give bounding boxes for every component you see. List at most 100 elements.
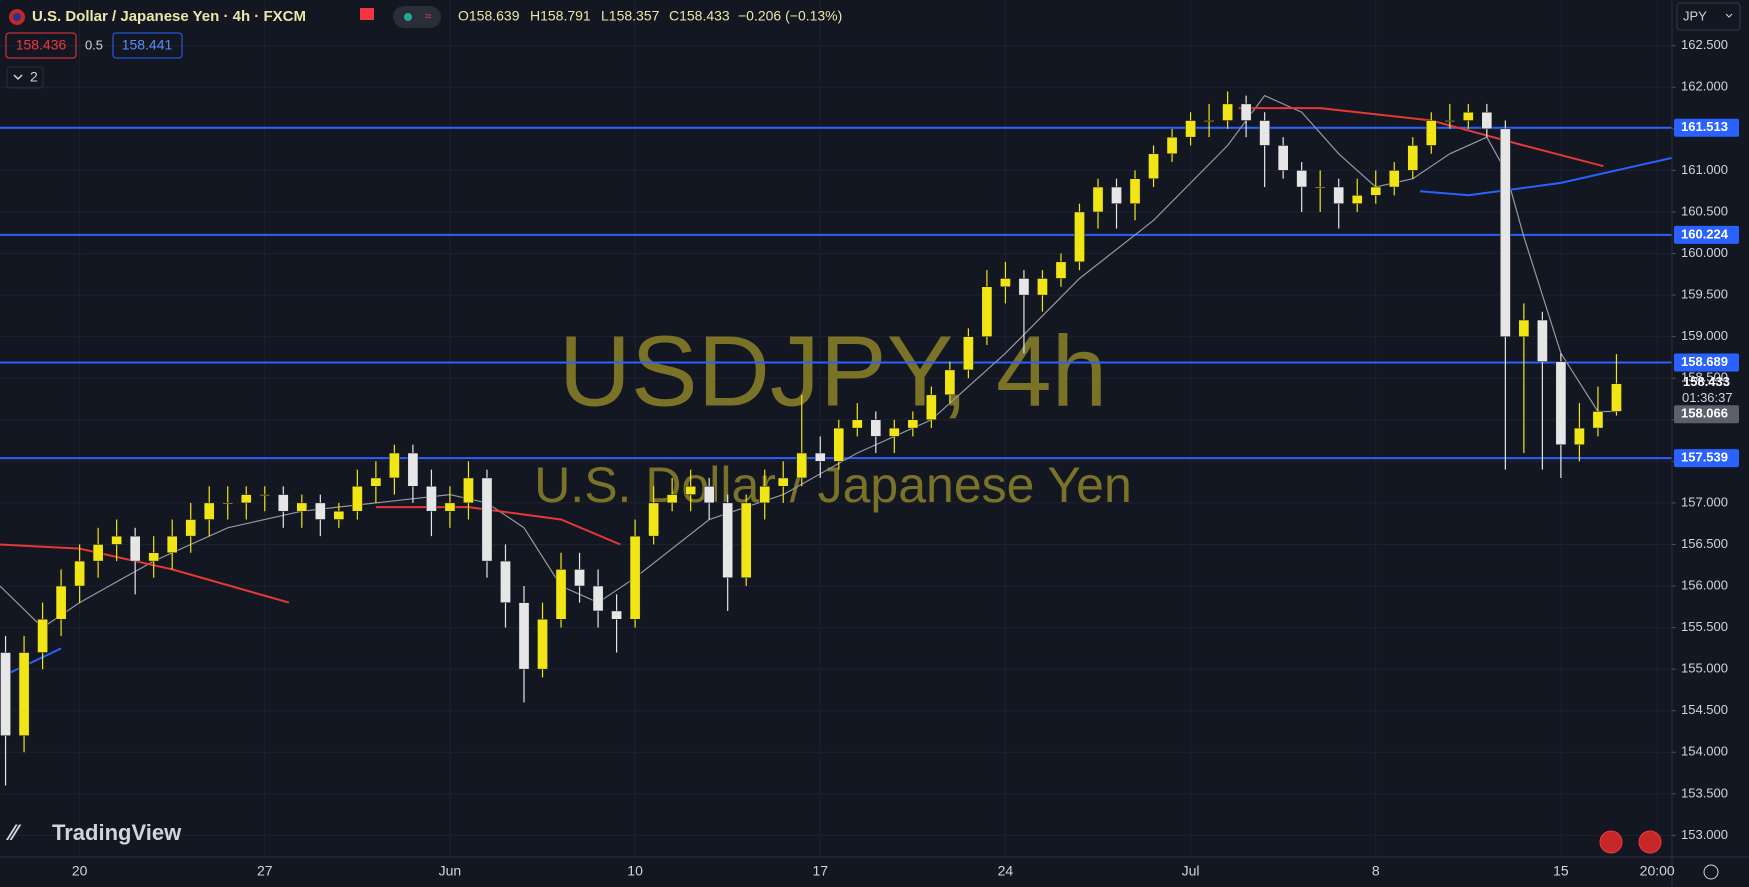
brand[interactable]: TradingView (52, 820, 182, 845)
buy-price: 158.441 (122, 37, 173, 53)
candle-body (1555, 361, 1567, 445)
candle-body (611, 610, 622, 620)
candle-body (370, 477, 382, 487)
watermark: USDJPY, 4h (559, 315, 1107, 427)
indicator-toggle[interactable] (6, 66, 44, 89)
event-flag[interactable] (1638, 830, 1662, 854)
sell-button[interactable] (5, 32, 77, 59)
candle-body (574, 569, 585, 587)
overlay-line (1420, 156, 1673, 197)
ohlc-close: C158.433 (669, 8, 730, 24)
market-open-dot (404, 13, 412, 21)
candle-body (1537, 319, 1548, 362)
indicator-count: 2 (30, 69, 38, 85)
candle-body (333, 510, 345, 520)
status-pill[interactable] (393, 6, 441, 28)
candle-body (1370, 186, 1382, 196)
candle-body (407, 452, 419, 487)
candle-body (907, 419, 919, 429)
level-label-bg (1674, 118, 1739, 137)
x-tick-label: 15 (1553, 863, 1569, 879)
x-tick-label: 27 (257, 863, 273, 879)
last-price: 158.433 (1683, 374, 1730, 389)
candle-body (629, 535, 641, 620)
candle-body (1037, 278, 1048, 296)
candle-body (926, 394, 937, 421)
price-change: −0.206 (−0.13%) (738, 8, 842, 24)
y-tick-label: 154.000 (1681, 744, 1728, 759)
level-label-bg (1674, 449, 1739, 468)
symbol-flag-inner (13, 13, 21, 21)
buy-button[interactable] (112, 32, 183, 59)
candle-body (55, 585, 67, 620)
candle-body (1611, 383, 1622, 412)
candle-body (1055, 261, 1067, 279)
x-tick-label: 20 (72, 863, 88, 879)
candle-body (37, 619, 48, 653)
candle-body (1574, 427, 1585, 445)
y-tick-label: 161.000 (1681, 162, 1728, 177)
y-tick-label: 159.000 (1681, 328, 1728, 343)
flag-icon[interactable] (360, 8, 374, 20)
candle-body (1425, 120, 1437, 146)
candle-body (129, 535, 141, 562)
candle-body (1166, 136, 1178, 155)
candle-body (259, 494, 271, 496)
level-label-bg (1674, 353, 1739, 372)
x-tick-label: 8 (1372, 863, 1380, 879)
level-label: 160.224 (1681, 226, 1729, 241)
x-tick-label: 10 (627, 863, 643, 879)
candle-body (277, 494, 289, 512)
candle-body (1129, 178, 1141, 204)
candle-body (1462, 111, 1474, 121)
status-icon: ≈ (425, 9, 432, 23)
candle-body (1518, 319, 1530, 337)
candle-body (74, 560, 85, 587)
candle-body (592, 585, 604, 612)
candle-body (314, 502, 326, 520)
currency: JPY (1683, 8, 1707, 23)
y-tick-label: 156.500 (1681, 536, 1728, 551)
ohlc-high: H158.791 (530, 8, 591, 24)
currency-select[interactable] (1676, 2, 1741, 31)
candle-body (944, 369, 956, 396)
candle-body (1592, 411, 1604, 429)
x-tick-label: 24 (998, 863, 1014, 879)
candle-body (92, 544, 104, 562)
level-label: 158.689 (1681, 354, 1728, 369)
x-tick-label: 17 (812, 863, 828, 879)
candle-body (963, 336, 974, 371)
watermark-group: USDJPY, 4h U.S. Dollar / Japanese Yen (534, 315, 1132, 513)
symbol-title[interactable]: U.S. Dollar / Japanese Yen · 4h · FXCM (32, 8, 306, 25)
marker-price-bg (1674, 405, 1739, 424)
candle-body (1111, 186, 1122, 204)
candle-body (796, 452, 808, 479)
candle-body (426, 486, 437, 512)
settings-icon[interactable] (1703, 864, 1719, 880)
candle-body (1277, 145, 1289, 171)
candle-body (1240, 103, 1252, 121)
y-tick-label: 158.500 (1681, 370, 1728, 385)
overlay-line (375, 506, 621, 546)
ohlc-open: O158.639 (458, 8, 520, 24)
candle-body (1388, 170, 1400, 188)
marker-price: 158.066 (1681, 406, 1728, 421)
candle-body (648, 502, 659, 537)
x-tick-label: Jun (439, 863, 462, 879)
candle-body (240, 494, 252, 504)
event-flag[interactable] (1599, 830, 1623, 854)
candle-body (1314, 186, 1326, 189)
candle-body (777, 477, 789, 487)
countdown: 01:36:37 (1682, 390, 1733, 405)
candle-body (0, 652, 11, 736)
candle-body (1203, 120, 1215, 122)
candle-body (296, 502, 308, 512)
y-tick-label: 153.000 (1681, 827, 1728, 842)
candle-body (518, 602, 530, 670)
plot (0, 91, 1673, 786)
x-tick-label: Jul (1182, 863, 1200, 879)
candle-body (18, 652, 30, 736)
level-label: 157.539 (1681, 450, 1728, 465)
